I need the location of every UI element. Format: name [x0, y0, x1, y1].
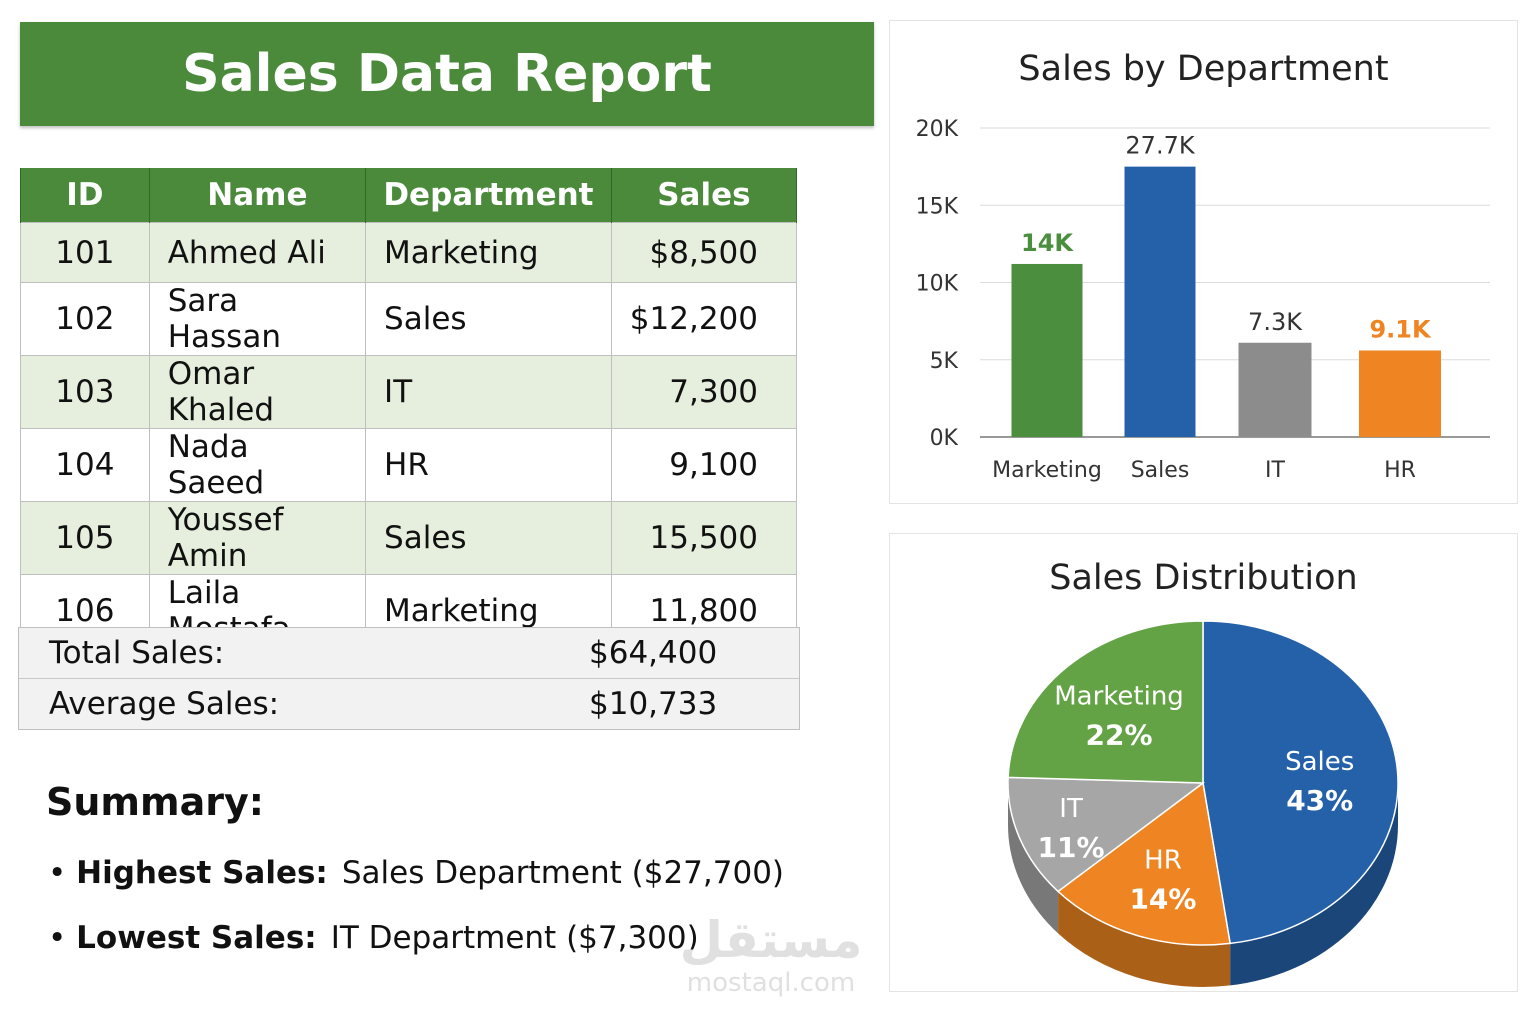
lowest-sales-label: Lowest Sales:: [76, 920, 317, 956]
header-department: Department: [365, 168, 612, 223]
total-sales-row: Total Sales: $64,400: [19, 628, 799, 679]
cell-id: 104: [20, 428, 150, 502]
bullet-icon: •: [48, 855, 67, 891]
data-label: 9.1K: [1369, 315, 1432, 343]
summary-lowest-item: • Lowest Sales: IT Department ($7,300): [48, 920, 699, 956]
slice-label: Sales: [1285, 747, 1354, 777]
bar-chart-panel: Sales by Department 0K 5K 10K 15K 20K 14K Mark…: [889, 20, 1518, 504]
cell-sales: $12,200: [610, 282, 798, 356]
highest-sales-text: Sales Department ($27,700): [341, 855, 785, 891]
total-sales-value: $64,400: [589, 635, 718, 671]
pie-side-hr: [1058, 891, 1231, 987]
pie-chart: Sales 43% HR 14% IT 11% Marketing 22%: [1007, 620, 1399, 987]
cell-name: Sara Hassan: [148, 282, 367, 356]
slice-percent: 14%: [1129, 882, 1196, 915]
cell-sales: 9,100: [610, 428, 798, 502]
bar-chart-title: Sales by Department: [1018, 49, 1389, 89]
cell-name: Ahmed Ali: [148, 222, 367, 283]
cell-department: Sales: [365, 282, 612, 356]
cell-name: Omar Khaled: [148, 355, 367, 429]
cell-department: Marketing: [365, 222, 612, 283]
cell-id: 105: [20, 501, 150, 575]
table-row: 101 Ahmed Ali Marketing $8,500: [20, 222, 798, 283]
table-header-row: ID Name Department Sales: [20, 168, 798, 223]
bar-chart: 0K 5K 10K 15K 20K 14K Marketing 27.7K Sales 7.3K I…: [916, 117, 1490, 483]
report-title: Sales Data Report: [182, 44, 712, 104]
summary-highest-item: • Highest Sales: Sales Department ($27,70…: [48, 855, 784, 891]
bar-it: [1238, 342, 1312, 437]
table-row: 103 Omar Khaled IT 7,300: [20, 355, 798, 429]
cell-department: Sales: [365, 501, 612, 575]
header-id: ID: [20, 168, 150, 223]
sales-table: ID Name Department Sales 101 Ahmed Ali M…: [20, 168, 798, 648]
pie-slice-it: [1007, 776, 1206, 893]
bar-hr: [1359, 350, 1441, 437]
bar-sales: [1124, 166, 1196, 437]
average-sales-row: Average Sales: $10,733: [19, 679, 799, 729]
table-row: 104 Nada Saeed HR 9,100: [20, 428, 798, 502]
x-tick-label: Sales: [1131, 458, 1190, 483]
y-tick-label: 0K: [930, 426, 959, 451]
data-label: 14K: [1021, 229, 1074, 257]
table-row: 102 Sara Hassan Sales $12,200: [20, 282, 798, 356]
slice-percent: 11%: [1038, 831, 1105, 864]
slice-label: Marketing: [1054, 682, 1184, 712]
header-sales: Sales: [610, 168, 798, 223]
cell-name: Youssef Amin: [148, 501, 367, 575]
cell-id: 101: [20, 222, 150, 283]
cell-name: Nada Saeed: [148, 428, 367, 502]
lowest-sales-text: IT Department ($7,300): [330, 920, 699, 956]
watermark-arabic: مستقل: [679, 911, 863, 969]
data-label: 7.3K: [1248, 308, 1303, 336]
y-tick-label: 10K: [916, 272, 959, 297]
cell-id: 103: [20, 355, 150, 429]
slice-percent: 43%: [1286, 784, 1353, 817]
pie-slice-sales: [1202, 620, 1399, 945]
summary-title: Summary:: [46, 780, 264, 824]
table-row: 105 Youssef Amin Sales 15,500: [20, 501, 798, 575]
watermark-latin: mostaql.com: [686, 968, 856, 998]
total-sales-label: Total Sales:: [49, 635, 225, 671]
pie-chart-title: Sales Distribution: [1049, 558, 1358, 598]
slice-label: IT: [1059, 794, 1083, 824]
x-tick-label: HR: [1384, 458, 1416, 483]
cell-sales: 15,500: [610, 501, 798, 575]
pie-chart-panel: Sales Distribution Sales 43% HR 14% IT 11% Mar…: [889, 533, 1518, 992]
report-title-banner: Sales Data Report: [20, 22, 874, 126]
average-sales-label: Average Sales:: [49, 686, 280, 722]
mostaql-watermark: مستقل mostaql.com: [676, 912, 866, 998]
y-tick-label: 15K: [916, 194, 959, 219]
x-tick-label: IT: [1265, 458, 1285, 483]
data-label: 27.7K: [1125, 132, 1195, 160]
average-sales-value: $10,733: [589, 686, 718, 722]
pie-slice-marketing: [1007, 620, 1204, 784]
cell-sales: 7,300: [610, 355, 798, 429]
x-tick-label: Marketing: [992, 458, 1102, 483]
highest-sales-label: Highest Sales:: [76, 855, 328, 891]
bar-marketing: [1011, 263, 1083, 437]
cell-department: HR: [365, 428, 612, 502]
cell-id: 102: [20, 282, 150, 356]
header-name: Name: [148, 168, 367, 223]
bullet-icon: •: [48, 920, 67, 956]
slice-label: HR: [1144, 845, 1182, 875]
slice-percent: 22%: [1086, 719, 1153, 752]
pie-slice-hr: [1056, 781, 1232, 946]
totals-box: Total Sales: $64,400 Average Sales: $10,…: [18, 627, 800, 730]
pie-side-it: [1008, 783, 1059, 934]
y-tick-label: 5K: [930, 349, 959, 374]
y-tick-label: 20K: [916, 117, 959, 142]
cell-department: IT: [365, 355, 612, 429]
cell-sales: $8,500: [610, 222, 798, 283]
